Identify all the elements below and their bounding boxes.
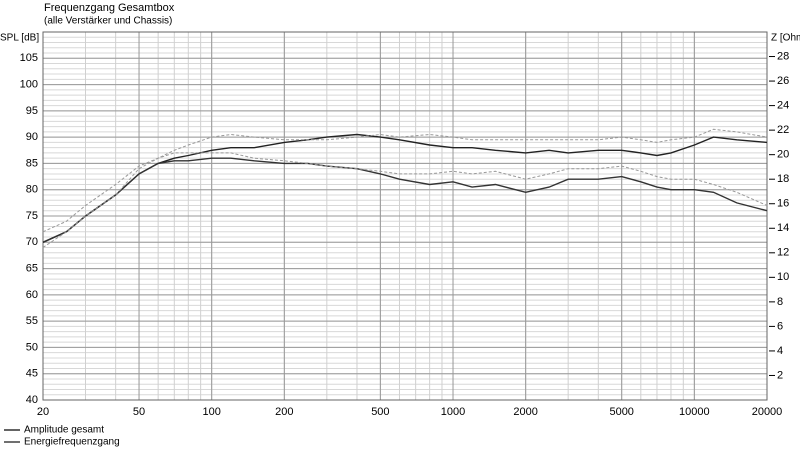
chart-subtitle: (alle Verstärker und Chassis) — [44, 16, 172, 27]
x-tick-label: 20 — [37, 406, 49, 418]
x-tick-label: 500 — [371, 406, 389, 418]
x-tick-label: 2000 — [513, 406, 537, 418]
y2-tick-label: 20 — [777, 149, 789, 161]
y-tick-label: 90 — [26, 131, 38, 143]
y2-tick-label: 26 — [777, 75, 789, 87]
y2-tick-label: 2 — [777, 369, 783, 381]
x-tick-label: 20000 — [752, 406, 783, 418]
y-tick-label: 65 — [26, 262, 38, 274]
y-tick-label: 80 — [26, 184, 38, 196]
y2-tick-label: 8 — [777, 296, 783, 308]
y-tick-label: 55 — [26, 315, 38, 327]
y2-axis-label: Z [Ohm] — [771, 33, 800, 44]
series-line — [42, 152, 768, 248]
y2-tick-label: 28 — [777, 50, 789, 62]
plot-frame — [42, 31, 768, 401]
y-tick-label: 60 — [26, 289, 38, 301]
x-tick-label: 200 — [275, 406, 293, 418]
y-tick-label: 85 — [26, 157, 38, 169]
y-tick-label: 70 — [26, 236, 38, 248]
x-tick-label: 10000 — [679, 406, 710, 418]
y-axis-label: SPL [dB] — [0, 33, 39, 44]
y2-tick-label: 10 — [777, 271, 789, 283]
y2-tick-label: 14 — [777, 222, 789, 234]
x-tick-label: 100 — [203, 406, 221, 418]
legend-label: Amplitude gesamt — [24, 425, 104, 436]
y2-tick-label: 24 — [777, 100, 789, 112]
y-tick-label: 75 — [26, 210, 38, 222]
y2-tick-label: 16 — [777, 198, 789, 210]
chart-title: Frequenzgang Gesamtbox — [44, 2, 175, 14]
series-line — [42, 133, 768, 243]
y2-tick-label: 6 — [777, 320, 783, 332]
x-tick-label: 50 — [133, 406, 145, 418]
series-line — [42, 128, 768, 233]
y-tick-label: 105 — [20, 52, 38, 64]
x-tick-label: 5000 — [609, 406, 633, 418]
legend-label: Energiefrequenzgang — [24, 437, 120, 448]
y-tick-label: 100 — [20, 78, 38, 90]
y2-tick-label: 4 — [777, 345, 783, 357]
y-tick-label: 50 — [26, 341, 38, 353]
series-line — [42, 157, 768, 243]
y-tick-label: 40 — [26, 394, 38, 406]
y-tick-label: 45 — [26, 368, 38, 380]
y2-tick-label: 22 — [777, 124, 789, 136]
x-tick-label: 1000 — [441, 406, 465, 418]
y2-tick-label: 12 — [777, 247, 789, 259]
y2-tick-label: 18 — [777, 173, 789, 185]
y-tick-label: 95 — [26, 105, 38, 117]
